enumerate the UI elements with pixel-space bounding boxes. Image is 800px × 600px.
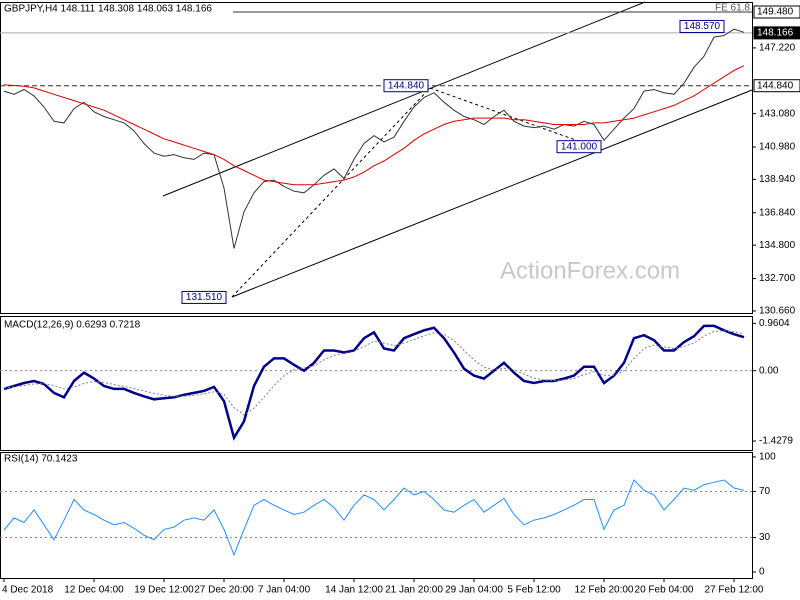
annotation-box — [181, 290, 227, 304]
channel-upper — [162, 1, 646, 197]
level-box — [753, 79, 800, 93]
series-line — [3, 28, 745, 249]
y-tick-label: 30 — [759, 532, 771, 543]
annotation-label: 141.000 — [561, 141, 598, 152]
y-tick-label: 70 — [759, 486, 771, 497]
series-line — [3, 65, 745, 186]
level-label: 149.480 — [757, 7, 794, 18]
x-tick-label: 5 Feb 12:00 — [507, 585, 561, 596]
y-tick-label: 147.220 — [759, 43, 796, 54]
annotation-box — [383, 79, 429, 93]
y-tick-label: 100 — [759, 452, 776, 463]
x-tick-label: 4 Dec 2018 — [2, 585, 54, 596]
x-tick-label: 7 Jan 04:00 — [258, 585, 311, 596]
price-panel — [0, 2, 753, 314]
x-tick-label: 20 Feb 04:00 — [635, 585, 694, 596]
y-tick-label: 0 — [759, 567, 765, 578]
y-tick-label: 136.840 — [759, 207, 796, 218]
x-tick-label: 29 Jan 04:00 — [445, 585, 503, 596]
rsi-panel — [0, 452, 753, 579]
x-tick-label: 21 Jan 20:00 — [385, 585, 443, 596]
x-tick-label: 27 Dec 20:00 — [194, 585, 254, 596]
y-tick-label: 140.980 — [759, 142, 796, 153]
annotation-label: 144.840 — [388, 80, 425, 91]
macd-title: MACD(12,26,9) 0.6293 0.7218 — [4, 320, 141, 331]
rsi-title: RSI(14) 70.1423 — [4, 454, 78, 465]
x-tick-label: 14 Jan 12:00 — [325, 585, 383, 596]
fe-label: FE 61.8 — [715, 3, 750, 14]
y-tick-label: 138.940 — [759, 174, 796, 185]
level-box — [753, 26, 800, 40]
y-tick-label: 0.00 — [759, 365, 779, 376]
level-label: 148.166 — [757, 28, 794, 39]
watermark: ActionForex.com — [500, 257, 680, 284]
y-tick-label: 132.700 — [759, 273, 796, 284]
annotation-label: 148.570 — [684, 21, 721, 32]
x-tick-label: 12 Dec 04:00 — [64, 585, 124, 596]
series-line — [3, 330, 745, 416]
series-line — [3, 324, 745, 441]
y-tick-label: 130.660 — [759, 306, 796, 317]
annotation-box — [556, 140, 602, 154]
x-tick-label: 12 Feb 20:00 — [575, 585, 634, 596]
x-tick-label: 19 Dec 12:00 — [134, 585, 194, 596]
channel-lower — [231, 89, 753, 298]
macd-panel — [0, 316, 753, 451]
y-tick-label: 134.800 — [759, 240, 796, 251]
annotation-box — [679, 19, 725, 33]
price-title: GBPJPY,H4 148.111 148.308 148.063 148.16… — [4, 4, 212, 15]
y-tick-label: 0.9604 — [759, 318, 790, 329]
y-tick-label: 143.080 — [759, 108, 796, 119]
level-label: 144.840 — [757, 80, 794, 91]
level-box — [753, 5, 800, 19]
y-tick-label: -1.4279 — [759, 436, 793, 447]
annotation-label: 131.510 — [186, 292, 223, 303]
series-line — [3, 479, 745, 557]
x-tick-label: 27 Feb 12:00 — [705, 585, 764, 596]
